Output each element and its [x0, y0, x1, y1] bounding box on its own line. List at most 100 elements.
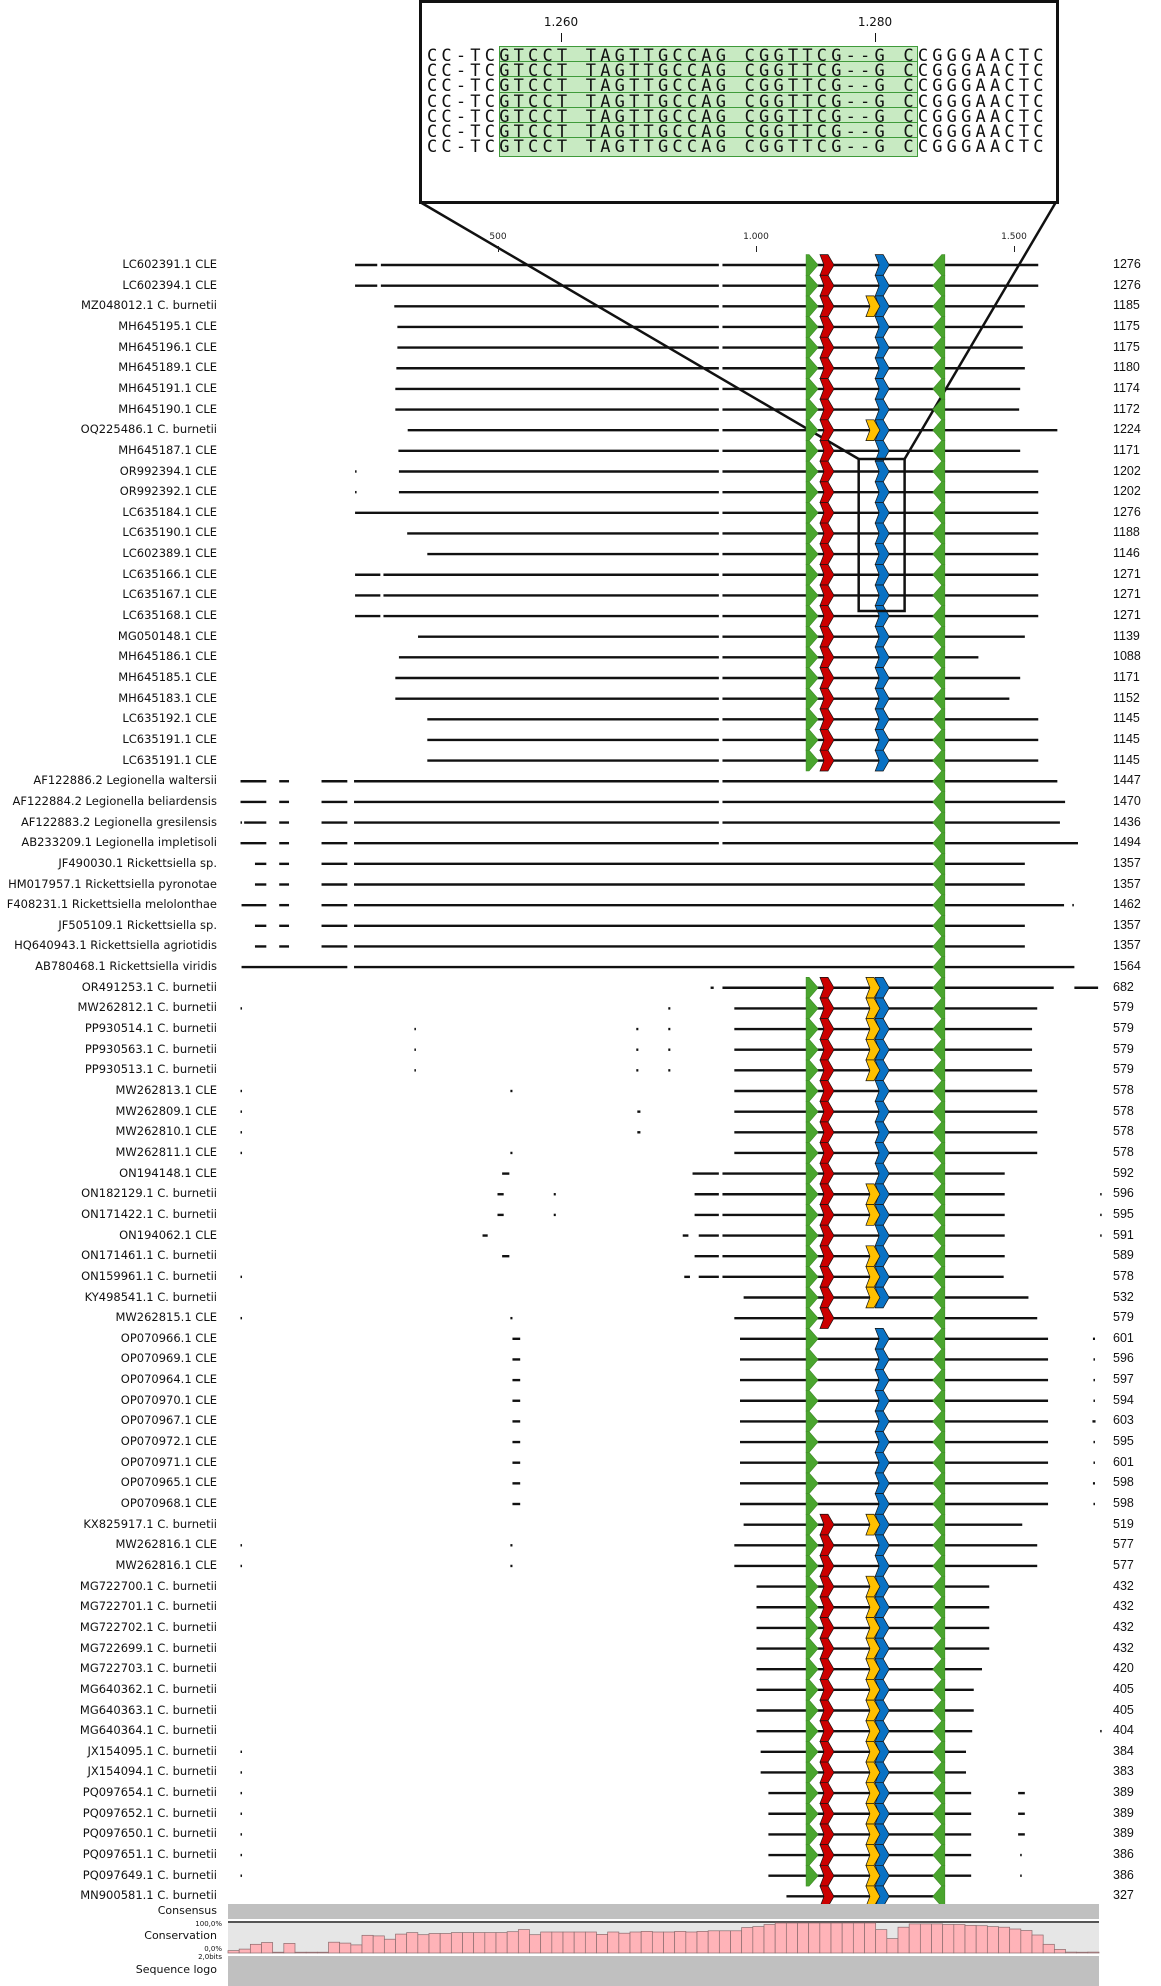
- sequence-name[interactable]: MW262816.1 CLE: [115, 1537, 217, 1552]
- sequence-name[interactable]: OP070966.1 CLE: [120, 1330, 217, 1345]
- sequence-name[interactable]: PQ097650.1 C. burnetii: [82, 1826, 217, 1841]
- sequence-name[interactable]: MG722703.1 C. burnetii: [79, 1661, 217, 1676]
- conservation-bar: [328, 1941, 341, 1954]
- forward-primer-marker: [805, 1493, 819, 1515]
- sequence-name[interactable]: LC602389.1 CLE: [122, 546, 217, 561]
- sequence-name[interactable]: JX154094.1 C. burnetii: [87, 1764, 217, 1779]
- sequence-name[interactable]: OQ225486.1 C. burnetii: [80, 422, 217, 437]
- sequence-name[interactable]: LC635192.1 CLE: [122, 711, 217, 726]
- sequence-name[interactable]: F408231.1 Rickettsiella melolonthae: [6, 897, 217, 912]
- sequence-length: 1152: [1113, 690, 1140, 705]
- sequence-name[interactable]: MH645187.1 CLE: [118, 442, 217, 457]
- sequence-name[interactable]: MH645196.1 CLE: [118, 339, 217, 354]
- sequence-name[interactable]: ON194148.1 CLE: [119, 1165, 217, 1180]
- sequence-name[interactable]: ON182129.1 C. burnetii: [81, 1186, 217, 1201]
- sequence-name[interactable]: AF122886.2 Legionella waltersii: [33, 773, 217, 788]
- sequence-name[interactable]: PQ097654.1 C. burnetii: [82, 1785, 217, 1800]
- sequence-name[interactable]: ON159961.1 C. burnetii: [81, 1268, 217, 1283]
- sequence-name[interactable]: AB780468.1 Rickettsiella viridis: [35, 959, 217, 974]
- sequence-name[interactable]: LC635184.1 CLE: [122, 504, 217, 519]
- sequence-name[interactable]: MH645195.1 CLE: [118, 318, 217, 333]
- sequence-length: 1224: [1113, 422, 1141, 437]
- sequence-name[interactable]: MH645190.1 CLE: [118, 401, 217, 416]
- sequence-name[interactable]: KX825917.1 C. burnetii: [83, 1516, 217, 1531]
- sequence-name[interactable]: MZ048012.1 C. burnetii: [80, 298, 217, 313]
- sequence-name[interactable]: AF122883.2 Legionella gresilensis: [20, 814, 217, 829]
- sequence-name[interactable]: LC635190.1 CLE: [122, 525, 217, 540]
- sequence-name[interactable]: LC635191.1 CLE: [122, 731, 217, 746]
- sequence-name[interactable]: KY498541.1 C. burnetii: [84, 1289, 217, 1304]
- sequence-name[interactable]: OP070965.1 CLE: [120, 1475, 217, 1490]
- sequence-name[interactable]: JX154095.1 C. burnetii: [87, 1743, 217, 1758]
- sequence-name[interactable]: OR992394.1 CLE: [119, 463, 217, 478]
- sequence-name[interactable]: AB233209.1 Legionella impletisoli: [21, 835, 217, 850]
- sequence-name[interactable]: JF505109.1 Rickettsiella sp.: [58, 917, 217, 932]
- sequence-name[interactable]: MH645189.1 CLE: [118, 360, 217, 375]
- sequence-name[interactable]: OR491253.1 C. burnetii: [81, 979, 217, 994]
- sequence-name[interactable]: LC602394.1 CLE: [122, 277, 217, 292]
- sequence-name[interactable]: HM017957.1 Rickettsiella pyronotae: [8, 876, 217, 891]
- sequence-name[interactable]: OP070971.1 CLE: [120, 1454, 217, 1469]
- reverse-primer-marker: [932, 832, 946, 854]
- sequence-name[interactable]: MG050148.1 CLE: [117, 628, 217, 643]
- sequence-name[interactable]: PP930563.1 C. burnetii: [84, 1041, 217, 1056]
- sequence-name[interactable]: PP930513.1 C. burnetii: [84, 1062, 217, 1077]
- sequence-name[interactable]: OP070967.1 CLE: [120, 1413, 217, 1428]
- sequence-name[interactable]: ON171422.1 C. burnetii: [81, 1206, 217, 1221]
- sequence-length: 386: [1113, 1847, 1134, 1862]
- sequence-name[interactable]: HQ640943.1 Rickettsiella agriotidis: [14, 938, 217, 953]
- reverse-primer-marker: [932, 853, 946, 875]
- sequence-name[interactable]: OP070968.1 CLE: [120, 1496, 217, 1510]
- sequence-name[interactable]: PQ097649.1 C. burnetii: [82, 1867, 217, 1882]
- sequence-name[interactable]: LC635167.1 CLE: [122, 587, 217, 602]
- sequence-name[interactable]: ON194062.1 CLE: [119, 1227, 217, 1242]
- sequence-name[interactable]: PP930514.1 C. burnetii: [84, 1021, 217, 1036]
- sequence-name[interactable]: MG640362.1 C. burnetii: [79, 1681, 217, 1696]
- sequence-name[interactable]: MW262815.1 CLE: [115, 1310, 217, 1325]
- forward-primer-marker: [805, 543, 819, 565]
- sequence-name[interactable]: MG640363.1 C. burnetii: [79, 1702, 217, 1717]
- sequence-name[interactable]: ON171461.1 C. burnetii: [81, 1248, 217, 1263]
- sequence-name[interactable]: MH645185.1 CLE: [118, 670, 217, 684]
- sequence-name[interactable]: MG722699.1 C. burnetii: [79, 1640, 217, 1655]
- sequence-name[interactable]: PQ097652.1 C. burnetii: [82, 1805, 217, 1820]
- sequence-name[interactable]: MW262810.1 CLE: [115, 1124, 217, 1139]
- sequence-name[interactable]: JF490030.1 Rickettsiella sp.: [58, 855, 217, 870]
- sequence-length: 383: [1113, 1764, 1134, 1779]
- sequence-name[interactable]: MW262809.1 CLE: [115, 1103, 217, 1118]
- sequence-name[interactable]: MW262816.1 CLE: [115, 1557, 217, 1572]
- sequence-name[interactable]: OP070964.1 CLE: [120, 1372, 217, 1387]
- sequence-name[interactable]: LC602391.1 CLE: [122, 257, 217, 271]
- forward-primer-marker: [805, 1039, 819, 1061]
- forward-primer-marker: [805, 1059, 819, 1082]
- forward-primer-marker: [805, 440, 819, 462]
- sequence-name[interactable]: MW262813.1 CLE: [115, 1083, 217, 1097]
- sequence-name[interactable]: LC635191.1 CLE: [122, 752, 217, 767]
- sequence-name[interactable]: OR992392.1 CLE: [119, 484, 217, 499]
- sequence-length: 579: [1113, 1062, 1134, 1077]
- sequence-name[interactable]: AF122884.2 Legionella beliardensis: [12, 793, 217, 808]
- sequence-length: 1271: [1113, 608, 1141, 623]
- forward-primer-marker: [805, 274, 819, 297]
- sequence-name[interactable]: OP070970.1 CLE: [120, 1392, 217, 1407]
- sequence-name[interactable]: OP070972.1 CLE: [120, 1434, 217, 1449]
- sequence-name[interactable]: MG722700.1 C. burnetii: [79, 1578, 217, 1593]
- sequence-name[interactable]: MG722701.1 C. burnetii: [79, 1599, 217, 1614]
- sequence-name[interactable]: MH645186.1 CLE: [118, 649, 217, 664]
- sequence-name[interactable]: MW262812.1 C. burnetii: [77, 1000, 217, 1015]
- conservation-bar: [283, 1943, 296, 1954]
- sequence-name[interactable]: MH645183.1 CLE: [118, 690, 217, 705]
- conservation-bar: [942, 1924, 955, 1954]
- sequence-name[interactable]: MG640364.1 C. burnetii: [79, 1723, 217, 1738]
- sequence-name[interactable]: OP070969.1 CLE: [120, 1351, 217, 1366]
- conservation-bar: [651, 1931, 664, 1954]
- sequence-name[interactable]: LC635166.1 CLE: [122, 566, 217, 581]
- sequence-name[interactable]: LC635168.1 CLE: [122, 608, 217, 623]
- sequence-name[interactable]: PQ097651.1 C. burnetii: [82, 1847, 217, 1862]
- inset-sequence-suffix: CGGGAACTC: [917, 106, 1048, 127]
- sequence-name[interactable]: MN900581.1 C. burnetii: [80, 1888, 217, 1903]
- sequence-name[interactable]: MH645191.1 CLE: [118, 380, 217, 395]
- sequence-name[interactable]: MW262811.1 CLE: [115, 1144, 217, 1159]
- reverse-primer-marker: [932, 1885, 946, 1908]
- sequence-name[interactable]: MG722702.1 C. burnetii: [79, 1619, 217, 1634]
